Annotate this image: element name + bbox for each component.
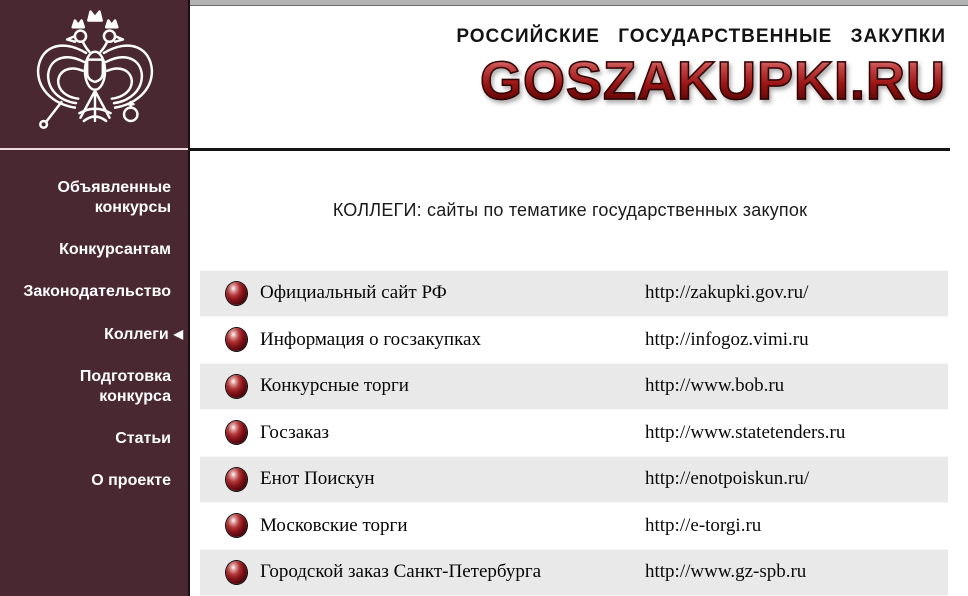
sidebar-item-about-project[interactable]: О проекте: [91, 472, 171, 489]
red-bullet-icon: [226, 560, 247, 584]
link-url: http://www.gz-spb.ru: [645, 561, 807, 583]
link-row-6[interactable]: Городской заказ Санкт-Петербурга http://w…: [200, 549, 948, 596]
link-url: http://infogoz.vimi.ru: [645, 328, 809, 350]
link-name[interactable]: Городской заказ Санкт-Петербурга: [260, 561, 542, 583]
link-row-5[interactable]: Московские торги http://e-torgi.ru: [200, 502, 948, 549]
link-name[interactable]: Конкурсные торги: [260, 375, 409, 397]
link-url: http://zakupki.gov.ru/: [645, 282, 809, 304]
top-strip: [190, 0, 968, 6]
sidebar-item-articles[interactable]: Статьи: [115, 430, 171, 447]
sidebar-item-announced-contests[interactable]: Объявленные конкурсы: [57, 179, 171, 216]
link-url: http://www.bob.ru: [645, 375, 785, 397]
links-table: Официальный сайт РФ http://zakupki.gov.ru…: [200, 270, 948, 596]
link-row-2[interactable]: Конкурсные торги http://www.bob.ru: [200, 363, 948, 410]
link-name[interactable]: Госзаказ: [260, 421, 330, 443]
link-name[interactable]: Информация о госзакупках: [260, 328, 481, 350]
sidebar-nav: Объявленные конкурсы Конкурсантам Законода…: [0, 178, 188, 491]
link-row-0[interactable]: Официальный сайт РФ http://zakupki.gov.ru…: [200, 270, 948, 317]
header-rule: [190, 148, 950, 151]
link-url: http://www.statetenders.ru: [645, 421, 846, 443]
link-name[interactable]: Официальный сайт РФ: [260, 282, 447, 304]
active-marker-icon: ◀: [173, 327, 183, 341]
red-bullet-icon: [226, 281, 247, 305]
link-row-4[interactable]: Енот Поискун http://enotpoiskun.ru/: [200, 456, 948, 503]
red-bullet-icon: [226, 328, 247, 352]
site-logo[interactable]: GOSZAKUPKI.RU: [456, 51, 946, 111]
masthead: РОССИЙСКИЕ ГОСУДАРСТВЕННЫЕ ЗАКУПКИ GOSZA…: [456, 6, 946, 111]
sidebar-item-legislation[interactable]: Законодательство: [23, 283, 171, 300]
russian-coat-of-arms-icon: [28, 4, 162, 142]
main-content: РОССИЙСКИЕ ГОСУДАРСТВЕННЫЕ ЗАКУПКИ GOSZA…: [190, 0, 968, 596]
link-url: http://enotpoiskun.ru/: [645, 468, 810, 490]
sidebar: Объявленные конкурсы Конкурсантам Законода…: [0, 0, 190, 596]
link-name[interactable]: Енот Поискун: [260, 468, 375, 490]
sidebar-item-for-contestants[interactable]: Конкурсантам: [59, 241, 171, 258]
sidebar-item-colleagues[interactable]: Коллеги ◀: [104, 326, 183, 343]
red-bullet-icon: [226, 514, 247, 538]
sidebar-item-contest-preparation[interactable]: Подготовка конкурса: [79, 368, 171, 405]
site-tagline: РОССИЙСКИЕ ГОСУДАРСТВЕННЫЕ ЗАКУПКИ: [456, 26, 946, 47]
link-row-1[interactable]: Информация о госзакупках http://infogoz.v…: [200, 316, 948, 363]
link-row-3[interactable]: Госзаказ http://www.statetenders.ru: [200, 409, 948, 456]
sidebar-separator: [0, 148, 188, 150]
red-bullet-icon: [226, 421, 247, 445]
red-bullet-icon: [226, 374, 247, 398]
link-url: http://e-torgi.ru: [645, 514, 762, 536]
link-name[interactable]: Московские торги: [260, 514, 408, 536]
page-title: КОЛЛЕГИ: сайты по тематике государственн…: [332, 200, 808, 220]
red-bullet-icon: [226, 467, 247, 491]
